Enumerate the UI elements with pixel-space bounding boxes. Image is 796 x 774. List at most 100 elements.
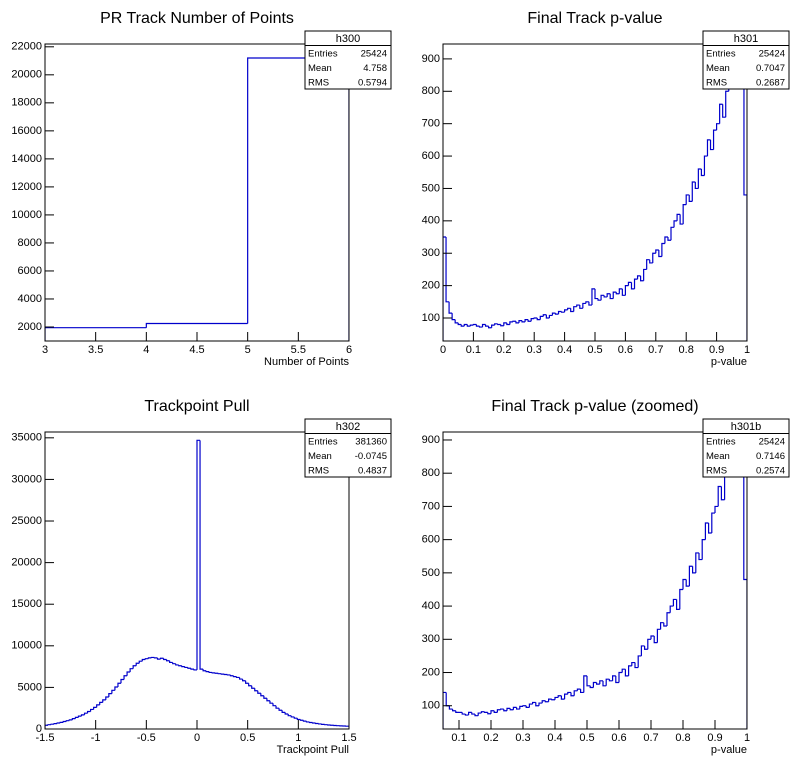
bin (86, 710, 91, 714)
y-tick-label: 0 (36, 723, 42, 735)
bin (80, 714, 85, 717)
bin (464, 714, 469, 716)
chart-title: Trackpoint Pull (144, 398, 249, 415)
bin (166, 659, 170, 662)
bin (557, 310, 562, 315)
bin (443, 236, 447, 341)
y-tick-label: 15000 (11, 598, 42, 610)
bin (621, 668, 626, 673)
bin (573, 306, 577, 312)
bin (248, 683, 252, 687)
y-tick-label: 500 (422, 182, 440, 194)
bin (676, 213, 681, 221)
bin (716, 123, 720, 131)
bin (488, 326, 492, 329)
y-tick-label: 10000 (11, 640, 42, 652)
bin (461, 712, 466, 715)
x-tick-label: 0.7 (643, 732, 658, 744)
stats-box (304, 418, 392, 478)
y-tick-label: 4000 (18, 293, 42, 305)
bin (460, 324, 465, 327)
bin (178, 664, 182, 667)
bin (480, 711, 485, 714)
bin (202, 669, 207, 672)
bin (299, 719, 304, 721)
y-tick-label: 8000 (18, 237, 42, 249)
bin (145, 322, 248, 328)
histogram (45, 57, 349, 341)
bin (74, 716, 79, 719)
bin (585, 301, 589, 304)
stats-label: Mean (706, 63, 730, 74)
x-tick-label: 0.2 (483, 732, 498, 744)
stats-label: Entries (308, 436, 338, 447)
bin (697, 168, 702, 189)
bin (481, 323, 486, 328)
bin (594, 288, 599, 300)
bin (530, 318, 535, 322)
x-tick-label: 3 (42, 344, 48, 356)
bin (557, 695, 562, 698)
bin (53, 722, 58, 725)
bin (650, 635, 655, 640)
bin (564, 693, 568, 700)
bin (633, 278, 638, 289)
x-tick-label: 4.5 (189, 344, 204, 356)
x-tick-label: 0.4 (557, 344, 572, 356)
bin (567, 691, 571, 695)
stats-title: h301b (731, 421, 762, 433)
bin (669, 605, 674, 613)
bin (536, 318, 541, 321)
stats-value: 25424 (759, 48, 785, 59)
x-tick-label: 1.5 (341, 732, 356, 744)
bin (709, 139, 714, 151)
x-tick-label: 4 (143, 344, 149, 356)
bin (582, 302, 586, 309)
x-tick-label: 0.5 (579, 732, 594, 744)
bin (454, 319, 459, 324)
bin (560, 311, 565, 313)
x-tick-label: 5.5 (291, 344, 306, 356)
bin (452, 709, 456, 712)
bin (266, 698, 270, 702)
bin (660, 622, 664, 630)
bin (120, 678, 125, 684)
bin (525, 705, 530, 709)
bin (141, 658, 146, 662)
bin (302, 720, 307, 722)
bin (293, 716, 298, 719)
bin (477, 712, 482, 716)
bin (602, 680, 607, 687)
chart-title: Final Track p-value (zoomed) (491, 398, 698, 415)
bin (56, 722, 61, 724)
bin (567, 307, 571, 310)
stats-box (304, 30, 392, 90)
bin (196, 439, 201, 670)
x-tick-label: 3.5 (88, 344, 103, 356)
bin (512, 320, 516, 322)
bin (308, 721, 313, 724)
y-tick-label: 200 (422, 280, 440, 292)
bin (591, 288, 595, 306)
bin (673, 220, 678, 228)
bin (472, 323, 477, 326)
stats-title: h302 (336, 421, 360, 433)
bin (643, 268, 647, 281)
bin (544, 700, 549, 703)
bin (637, 655, 642, 668)
y-tick-label: 16000 (11, 125, 42, 137)
bin (47, 724, 52, 726)
bin (691, 181, 696, 202)
bin (606, 293, 611, 297)
bin (588, 301, 592, 306)
bin (478, 326, 483, 328)
stats-box (702, 418, 790, 478)
bin (175, 663, 179, 666)
bin (586, 675, 591, 687)
x-tick-label: 0.8 (675, 732, 690, 744)
bin (509, 321, 513, 325)
bin (712, 129, 717, 150)
bin (539, 315, 544, 320)
bin (522, 705, 527, 707)
